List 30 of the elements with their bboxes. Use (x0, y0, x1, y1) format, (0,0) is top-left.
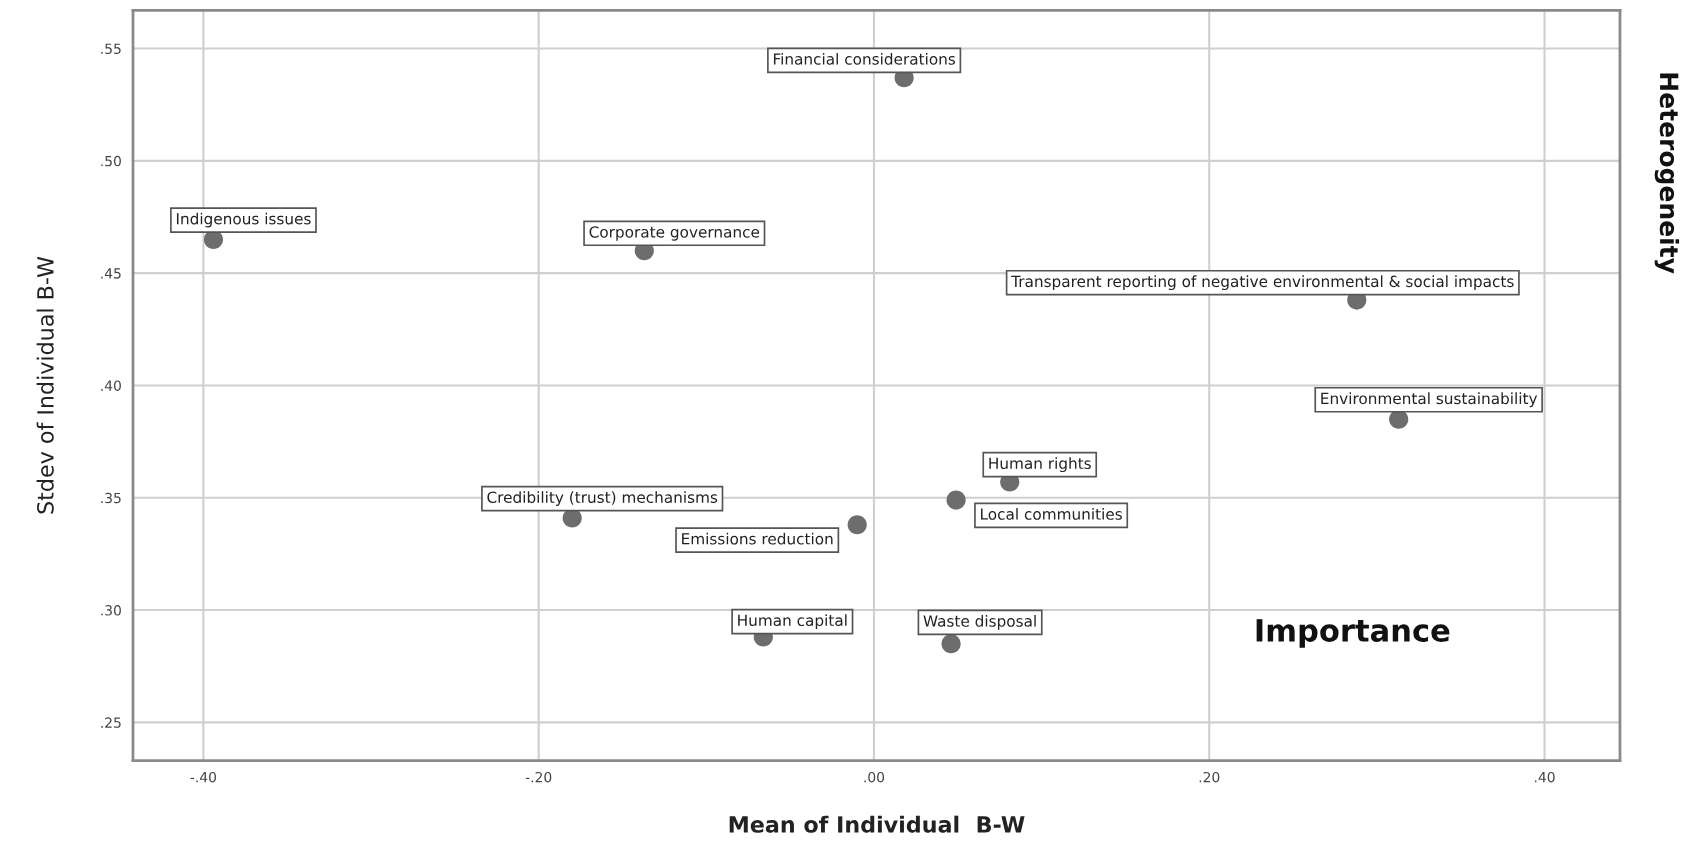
point (941, 634, 961, 654)
annotation: Indigenous issues (176, 212, 311, 228)
y-tick-label: .30 (101, 605, 121, 616)
annotation: Human rights (989, 457, 1091, 473)
annotation: Emissions reduction (682, 532, 833, 545)
x-tick-label: -.40 (190, 771, 217, 783)
y-tick-label: .55 (101, 43, 121, 55)
point (847, 515, 867, 535)
annotation: Transparent reporting of negative environmental & social impacts (1011, 275, 1514, 291)
annotation: Environmental sustainability (1321, 392, 1538, 408)
point (946, 490, 966, 510)
x-tick-label: .20 (1199, 771, 1220, 783)
x-tick-label: .40 (1534, 771, 1555, 783)
annotation: Local communities (981, 508, 1122, 520)
y-tick-label: .40 (101, 380, 121, 391)
annotation: Importance (1256, 619, 1450, 648)
x-axis-title: Mean of Individual B-W (729, 815, 1025, 833)
annotation: Corporate governance (589, 226, 760, 241)
x-tick-label: .00 (864, 771, 885, 783)
y-tick-label: .45 (101, 268, 121, 279)
y-tick-label: .50 (101, 155, 121, 167)
annotation: Financial considerations (773, 52, 956, 65)
annotation: Waste disposal (923, 614, 1036, 630)
text: Heterogeneity (1654, 73, 1680, 274)
y-axis-title: Stdev of Individual B-W (36, 256, 54, 514)
y-tick-label: .25 (101, 717, 121, 728)
annotation: Credibility (trust) mechanisms (487, 491, 718, 506)
annotation: Human capital (738, 614, 847, 630)
x-tick-label: -.20 (525, 771, 552, 783)
y-tick-label: .35 (101, 492, 121, 504)
